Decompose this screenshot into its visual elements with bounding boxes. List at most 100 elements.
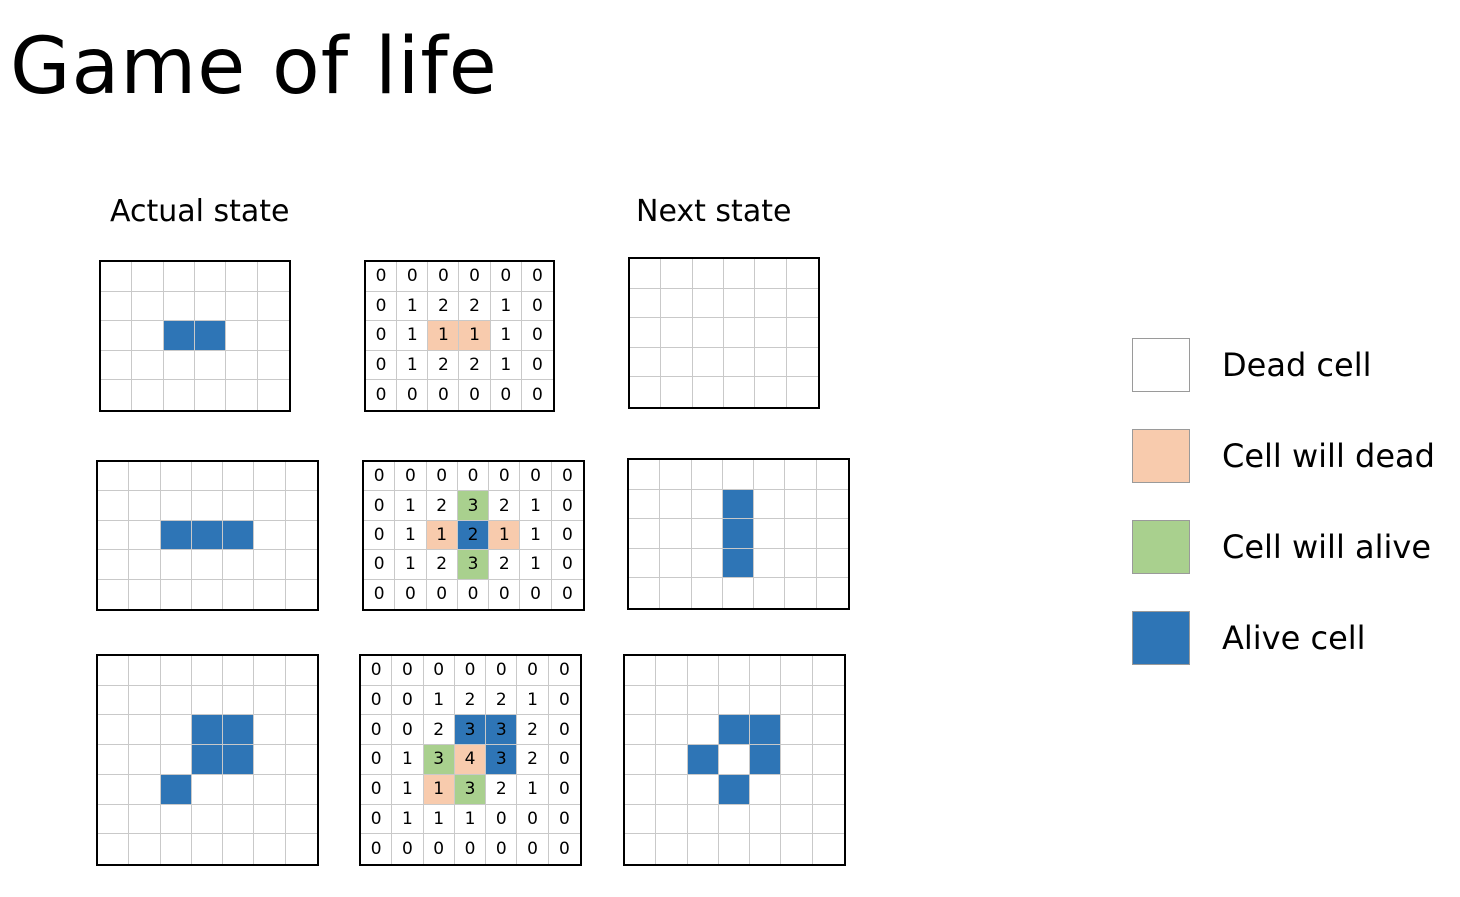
dead-cell <box>661 288 693 319</box>
dead-cell <box>129 656 161 686</box>
count-cell: 0 <box>521 380 553 410</box>
count-cell: 2 <box>489 491 521 521</box>
dead-cell <box>226 380 258 410</box>
dead-cell <box>661 377 693 407</box>
dead-cell <box>285 804 317 835</box>
count-cell: 0 <box>486 804 518 835</box>
count-cell: 0 <box>517 834 549 864</box>
dead-cell <box>254 774 286 805</box>
dead-cell <box>132 350 164 381</box>
dead-cell <box>226 262 258 292</box>
dead-cell <box>254 550 286 580</box>
count-cell: 2 <box>489 550 521 580</box>
dead-cell <box>625 834 657 864</box>
dead-cell <box>656 715 688 746</box>
dead-cell <box>629 489 661 520</box>
count-cell: 0 <box>548 774 580 805</box>
alive-cell <box>223 715 255 746</box>
dead-cell <box>160 579 192 609</box>
dead-cell <box>160 550 192 580</box>
legend-label: Cell will alive <box>1222 528 1432 566</box>
actual-state-grid-1 <box>99 260 291 412</box>
dead-cell <box>687 834 719 864</box>
dead-cell <box>630 318 662 348</box>
count-cell: 0 <box>459 262 491 292</box>
alive-cell <box>223 520 255 551</box>
dead-cell <box>226 321 258 351</box>
count-cell: 0 <box>364 491 396 521</box>
legend-item-alive-cell: Alive cell <box>1132 611 1366 665</box>
will-dead-count-cell: 1 <box>426 520 458 551</box>
dead-cell <box>816 548 848 579</box>
dead-cell <box>816 460 848 490</box>
dead-cell <box>129 834 161 864</box>
dead-cell <box>129 550 161 580</box>
dead-cell <box>625 804 657 835</box>
dead-cell <box>191 491 224 521</box>
dead-cell <box>754 460 786 490</box>
alive-cell <box>722 489 755 520</box>
count-cell: 0 <box>361 715 393 746</box>
dead-cell <box>98 462 130 492</box>
count-cell: 0 <box>395 462 427 492</box>
count-cell: 0 <box>423 656 455 686</box>
dead-cell <box>781 834 813 864</box>
dead-cell <box>254 804 286 835</box>
count-cell: 0 <box>361 656 393 686</box>
dead-cell <box>254 834 286 864</box>
alive-cell <box>223 745 255 775</box>
dead-cell <box>785 460 817 490</box>
dead-cell <box>160 834 192 864</box>
count-cell: 0 <box>454 656 487 686</box>
count-cell: 0 <box>397 380 429 410</box>
dead-cell <box>629 578 661 608</box>
dead-cell <box>101 291 133 322</box>
dead-cell <box>129 685 161 716</box>
dead-cell <box>129 462 161 492</box>
count-cell: 0 <box>548 656 580 686</box>
count-cell: 1 <box>517 774 549 805</box>
dead-cell <box>724 318 756 348</box>
count-cell: 0 <box>521 321 553 351</box>
actual-state-header: Actual state <box>110 194 290 229</box>
count-cell: 1 <box>490 291 522 322</box>
count-cell: 0 <box>428 262 460 292</box>
dead-cell <box>191 774 224 805</box>
dead-cell <box>630 377 662 407</box>
alive-cell <box>687 745 719 775</box>
dead-cell <box>163 262 195 292</box>
dead-cell <box>625 656 657 686</box>
dead-cell <box>195 291 227 322</box>
dead-cell <box>98 520 130 551</box>
count-cell: 0 <box>459 380 491 410</box>
count-cell: 1 <box>397 321 429 351</box>
dead-cell <box>661 347 693 378</box>
dead-cell <box>656 804 688 835</box>
will-dead-count-cell: 1 <box>459 321 491 351</box>
dead-cell <box>254 715 286 746</box>
dead-cell <box>101 380 133 410</box>
count-cell: 1 <box>395 520 427 551</box>
dead-cell <box>129 520 161 551</box>
dead-cell <box>223 804 255 835</box>
dead-cell <box>257 262 289 292</box>
alive-cell-swatch <box>1132 611 1190 665</box>
dead-cell <box>718 745 751 775</box>
alive-cell <box>750 745 782 775</box>
dead-cell <box>191 462 224 492</box>
alive-count-cell: 3 <box>454 715 487 746</box>
dead-cell <box>687 656 719 686</box>
dead-cell <box>160 462 192 492</box>
count-cell: 0 <box>361 834 393 864</box>
dead-cell <box>254 520 286 551</box>
dead-cell <box>160 491 192 521</box>
alive-cell <box>160 520 192 551</box>
dead-cell <box>812 834 844 864</box>
count-cell: 1 <box>395 550 427 580</box>
count-cell: 0 <box>548 745 580 775</box>
dead-cell <box>254 745 286 775</box>
dead-cell <box>163 350 195 381</box>
dead-cell <box>629 460 661 490</box>
dead-cell <box>718 804 751 835</box>
count-cell: 2 <box>426 550 458 580</box>
